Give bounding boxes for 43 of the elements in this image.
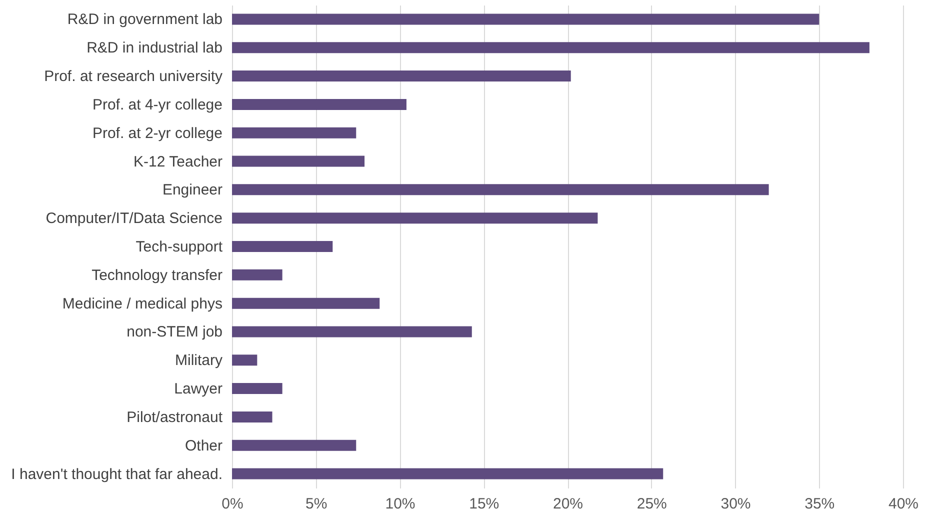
x-tick-label: 15% xyxy=(469,496,500,512)
bar xyxy=(232,440,356,451)
y-tick-label: Engineer xyxy=(162,182,222,199)
bar xyxy=(232,326,472,338)
y-tick-label: Prof. at 4-yr college xyxy=(92,96,222,114)
x-tick-label: 35% xyxy=(804,496,835,512)
y-tick-label: Medicine / medical phys xyxy=(62,295,222,312)
y-tick-label: Lawyer xyxy=(174,380,222,398)
bar xyxy=(232,42,870,54)
bar xyxy=(232,70,571,82)
y-tick-label: Tech-support xyxy=(136,238,224,256)
y-tick-label: Military xyxy=(175,352,223,370)
x-tick-label: 0% xyxy=(222,496,244,512)
bar xyxy=(232,184,769,196)
y-tick-label: I haven't thought that far ahead. xyxy=(11,466,222,483)
bar xyxy=(232,269,282,280)
x-tick-label: 20% xyxy=(552,496,584,512)
bar xyxy=(232,212,598,224)
y-tick-label: Other xyxy=(184,437,223,454)
y-tick-label: Prof. at research university xyxy=(44,68,223,86)
y-tick-label: Computer/IT/Data Science xyxy=(46,210,222,228)
y-tick-label: K-12 Teacher xyxy=(134,153,222,170)
bar xyxy=(232,411,272,422)
y-tick-label: Prof. at 2-yr college xyxy=(92,124,222,142)
y-tick-label: R&D in industrial lab xyxy=(86,40,222,57)
bar xyxy=(232,298,380,309)
bar xyxy=(232,14,820,25)
y-tick-label: R&D in government lab xyxy=(67,11,222,28)
x-tick-label: 40% xyxy=(888,496,919,512)
bar xyxy=(232,468,664,480)
x-tick-label: 30% xyxy=(720,496,751,512)
bar xyxy=(232,383,282,394)
x-tick-label: 10% xyxy=(385,496,416,512)
bar xyxy=(232,127,356,138)
y-tick-label: non-STEM job xyxy=(126,324,222,341)
bar xyxy=(232,156,365,167)
y-tick-label: Pilot/astronaut xyxy=(126,408,224,426)
x-tick-label: 25% xyxy=(636,496,667,512)
bar xyxy=(232,241,333,252)
y-tick-label: Technology transfer xyxy=(92,266,223,284)
x-tick-label: 5% xyxy=(306,496,328,512)
bar xyxy=(232,98,406,110)
bar xyxy=(232,354,258,366)
